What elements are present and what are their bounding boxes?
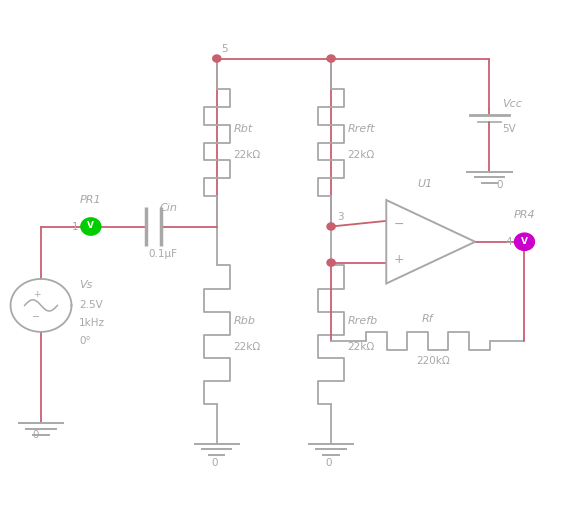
- Text: U1: U1: [417, 179, 432, 189]
- Text: 2.5V: 2.5V: [79, 300, 103, 310]
- Text: 0: 0: [32, 430, 39, 440]
- Text: −: −: [394, 218, 404, 231]
- Text: Rrefb: Rrefb: [347, 317, 378, 326]
- Text: 0: 0: [325, 458, 332, 468]
- Text: 22kΩ: 22kΩ: [347, 150, 375, 160]
- Text: 22kΩ: 22kΩ: [233, 150, 261, 160]
- Text: 5: 5: [222, 44, 228, 54]
- Text: 0: 0: [496, 180, 503, 190]
- Text: 1: 1: [71, 221, 78, 232]
- Text: 220kΩ: 220kΩ: [416, 356, 450, 366]
- Circle shape: [213, 55, 221, 62]
- Text: +: +: [33, 290, 40, 299]
- Text: 1kHz: 1kHz: [79, 318, 105, 328]
- Text: 22kΩ: 22kΩ: [233, 342, 261, 352]
- Text: 4: 4: [505, 237, 512, 247]
- Text: Rbb: Rbb: [233, 317, 255, 326]
- Text: +: +: [394, 253, 404, 266]
- Text: Rreft: Rreft: [347, 124, 375, 134]
- Text: V: V: [521, 237, 528, 246]
- Text: 5V: 5V: [502, 124, 516, 134]
- Text: 22kΩ: 22kΩ: [347, 342, 375, 352]
- Text: V: V: [87, 221, 94, 231]
- Text: Vs: Vs: [79, 279, 93, 290]
- Text: 0: 0: [211, 458, 217, 468]
- Text: PR4: PR4: [514, 210, 535, 220]
- Text: Cin: Cin: [159, 203, 178, 213]
- Text: −: −: [32, 312, 40, 322]
- Circle shape: [327, 55, 335, 62]
- Text: 0°: 0°: [79, 335, 91, 346]
- Circle shape: [327, 223, 335, 230]
- Text: Vcc: Vcc: [502, 99, 522, 109]
- Text: Rf: Rf: [422, 314, 434, 324]
- Text: Rbt: Rbt: [233, 124, 253, 134]
- Circle shape: [81, 218, 101, 235]
- Text: 0.1μF: 0.1μF: [148, 249, 177, 259]
- Circle shape: [327, 259, 335, 266]
- Text: 3: 3: [337, 212, 343, 222]
- Text: PR1: PR1: [80, 195, 101, 205]
- Circle shape: [515, 233, 534, 250]
